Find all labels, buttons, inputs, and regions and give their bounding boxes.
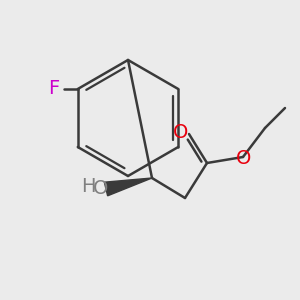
Text: O: O [93,178,109,197]
Text: O: O [173,122,189,142]
Text: H: H [81,178,95,196]
Polygon shape [104,178,152,196]
Text: F: F [48,80,59,98]
Text: O: O [236,149,252,169]
